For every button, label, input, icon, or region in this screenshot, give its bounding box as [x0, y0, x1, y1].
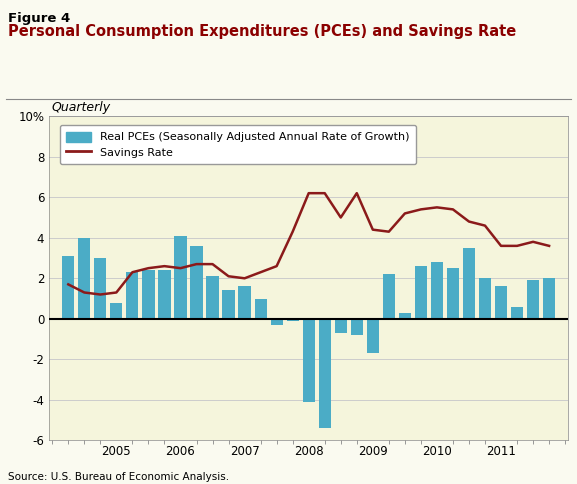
Bar [463, 248, 475, 319]
Bar [126, 272, 138, 319]
Text: Source: U.S. Bureau of Economic Analysis.: Source: U.S. Bureau of Economic Analysis… [8, 471, 228, 482]
Bar [190, 246, 203, 319]
Bar [431, 262, 443, 319]
Bar [479, 278, 491, 319]
Bar [254, 299, 267, 319]
Bar [174, 236, 186, 319]
Bar [78, 238, 91, 319]
Bar [399, 313, 411, 319]
Bar [287, 319, 299, 321]
Text: Quarterly: Quarterly [52, 101, 111, 114]
Bar [383, 274, 395, 319]
Bar [351, 319, 363, 335]
Bar [447, 268, 459, 319]
Bar [223, 290, 235, 319]
Bar [158, 270, 171, 319]
Bar [207, 276, 219, 319]
Bar [110, 302, 122, 319]
Text: Personal Consumption Expenditures (PCEs) and Savings Rate: Personal Consumption Expenditures (PCEs)… [8, 24, 516, 39]
Bar [415, 266, 427, 319]
Bar [335, 319, 347, 333]
Bar [271, 319, 283, 325]
Bar [367, 319, 379, 353]
Legend: Real PCEs (Seasonally Adjusted Annual Rate of Growth), Savings Rate: Real PCEs (Seasonally Adjusted Annual Ra… [60, 125, 416, 164]
Bar [238, 287, 250, 319]
Bar [527, 280, 539, 319]
Bar [319, 319, 331, 428]
Bar [543, 278, 555, 319]
Bar [62, 256, 74, 319]
Bar [495, 287, 507, 319]
Bar [143, 270, 155, 319]
Text: Figure 4: Figure 4 [8, 12, 70, 25]
Bar [94, 258, 106, 319]
Bar [511, 307, 523, 319]
Bar [302, 319, 315, 402]
